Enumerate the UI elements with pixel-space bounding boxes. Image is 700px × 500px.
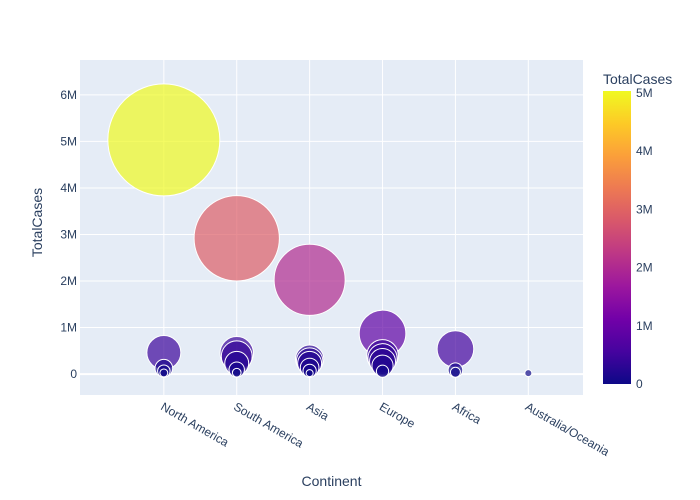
colorbar-tick-label: 1M [636, 319, 653, 333]
bubble [449, 366, 461, 378]
colorbar-tick-label: 4M [636, 144, 653, 158]
x-tick-label: Asia [304, 399, 331, 423]
colorbar-title: TotalCases [603, 71, 672, 87]
y-tick-label: 2M [60, 274, 77, 288]
colorbar: TotalCases 0 1M 2M 3M 4M 5M [603, 71, 672, 391]
colorbar-tick-label: 3M [636, 202, 653, 216]
y-axis-ticks: 0 1M 2M 3M 4M 5M 6M [60, 88, 77, 381]
bubble [436, 330, 475, 368]
bubble [107, 83, 221, 197]
grid [80, 60, 583, 395]
bubble [524, 369, 533, 378]
colorbar-gradient [603, 91, 631, 384]
y-tick-label: 6M [60, 88, 77, 102]
bubble [193, 195, 280, 282]
bubble [231, 367, 242, 378]
bubble [305, 369, 314, 378]
bubble [159, 368, 169, 378]
x-tick-label: North America [158, 399, 231, 449]
colorbar-tick-label: 2M [636, 261, 653, 275]
y-tick-label: 5M [60, 134, 77, 148]
colorbar-tick-label: 0 [636, 377, 643, 391]
bubbles [107, 83, 533, 378]
x-tick-label: South America [231, 399, 306, 450]
x-tick-label: Africa [450, 399, 484, 427]
y-tick-label: 3M [60, 227, 77, 241]
x-axis-title: Continent [302, 473, 362, 489]
x-tick-label: Europe [377, 399, 418, 431]
bubble [273, 243, 346, 316]
colorbar-ticks: 0 1M 2M 3M 4M 5M [636, 86, 653, 391]
colorbar-tick-label: 5M [636, 86, 653, 100]
y-tick-label: 0 [70, 367, 77, 381]
y-axis-title: TotalCases [29, 188, 45, 257]
x-tick-label: Australia/Oceania [523, 399, 612, 459]
bubble [375, 364, 390, 378]
y-tick-label: 4M [60, 181, 77, 195]
y-tick-label: 1M [60, 321, 77, 335]
